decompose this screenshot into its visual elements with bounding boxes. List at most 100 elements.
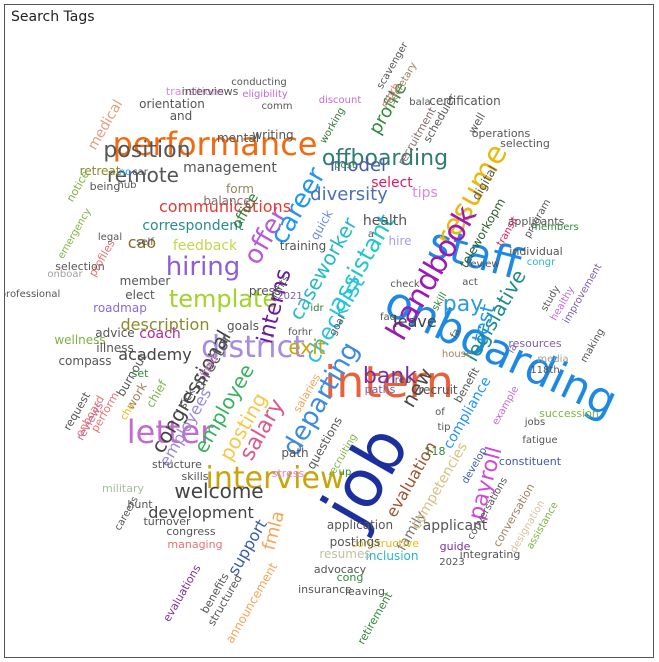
word-cloud-word: military (102, 482, 144, 495)
word-cloud-word: district (201, 330, 305, 365)
word-cloud-word: application (327, 518, 393, 532)
word-cloud-word: interviews (182, 85, 239, 98)
word-cloud-word: constructive (351, 537, 419, 550)
word-cloud-word: operations (472, 127, 531, 140)
word-cloud-word: postings (330, 535, 381, 549)
word-cloud-word: performance (113, 125, 318, 163)
word-cloud-word: orientation (139, 97, 205, 111)
word-cloud-word: health (363, 213, 407, 229)
word-cloud-word: hire (389, 234, 412, 248)
word-cloud-word: academy (118, 345, 191, 364)
word-cloud-word: fatigue (522, 435, 557, 446)
word-cloud-word: cong (337, 571, 364, 584)
word-cloud-word: 2023 (439, 557, 464, 568)
word-cloud-word: press (249, 284, 281, 298)
word-cloud-word: goals (227, 319, 259, 333)
word-cloud-word: emergency (56, 207, 94, 261)
word-cloud-word: position (103, 138, 190, 163)
word-cloud-word: resources (508, 337, 562, 350)
word-cloud-word: a (368, 229, 374, 240)
word-cloud-word: up (339, 467, 352, 478)
word-cloud-word: correspondent (142, 218, 244, 234)
word-cloud-word: rep (395, 375, 411, 386)
word-cloud-word: elect (125, 288, 155, 302)
word-cloud-word: development (148, 503, 254, 522)
word-cloud-word: letter (127, 413, 214, 451)
word-cloud-word: welcome (174, 479, 263, 503)
word-cloud-word: interview (206, 461, 345, 496)
word-cloud-word: onboar (47, 269, 83, 280)
word-cloud-word: no (119, 167, 131, 178)
word-cloud-word: resumes (319, 547, 370, 561)
word-cloud-word: hr (302, 327, 313, 338)
word-cloud-word: select (371, 175, 413, 191)
word-cloud-word: congress (166, 525, 216, 538)
word-cloud-word: insurance (298, 583, 352, 596)
word-cloud-word: intern (324, 357, 454, 408)
word-cloud-word: constituent (499, 455, 562, 468)
word-cloud-word: and (170, 109, 193, 123)
word-cloud-word: diversity (310, 184, 388, 205)
word-cloud-word: inclusion (365, 549, 418, 563)
word-cloud-word: wellness (54, 333, 105, 347)
word-cloud-word: leave (393, 312, 436, 331)
word-cloud-word: form (226, 182, 254, 196)
word-cloud-word: illness (96, 341, 134, 355)
word-cloud-word: applicant (423, 518, 488, 534)
word-cloud-word: exit (288, 335, 325, 359)
word-cloud-word: integrating (460, 548, 521, 561)
word-cloud-word: making (579, 327, 607, 365)
word-cloud-word: advice (95, 326, 134, 340)
word-cloud-word: jobs (524, 417, 545, 428)
word-cloud-word: idr (310, 303, 324, 314)
word-cloud-word: 118 (425, 445, 446, 458)
word-cloud-word: certification (429, 94, 500, 108)
word-cloud-word: tip (437, 422, 450, 433)
word-cloud-word: recruit (418, 383, 458, 397)
word-cloud-word: hunt (127, 498, 153, 511)
word-cloud-word: hub (117, 180, 136, 191)
word-cloud-word: compass (58, 354, 111, 368)
word-cloud-word: coach (139, 326, 180, 342)
word-cloud-word: house (442, 349, 472, 360)
word-cloud-word: succession (539, 407, 599, 420)
word-cloud: jobonboardinginterninterviewstaffperform… (5, 40, 625, 647)
word-cloud-word: guide (440, 540, 471, 553)
word-cloud-word: self (136, 237, 154, 248)
word-cloud-word: professional (5, 289, 60, 300)
word-cloud-word: discount (319, 95, 362, 106)
word-cloud-word: act (462, 277, 478, 288)
word-cloud-word: member (120, 274, 171, 288)
word-cloud-word: 2021 (277, 291, 302, 302)
word-cloud-word: hiring (166, 252, 241, 282)
word-cloud-word: legal (98, 232, 122, 243)
word-cloud-word: leaving (345, 585, 385, 598)
word-cloud-word: media (537, 354, 568, 365)
word-cloud-word: transitions (166, 85, 224, 98)
word-cloud-word: selection (55, 260, 104, 273)
word-cloud-word: 118th (530, 365, 559, 376)
word-cloud-word: management (183, 160, 277, 176)
word-cloud-word: managing (167, 538, 222, 551)
word-cloud-word: example (490, 384, 521, 427)
word-cloud-word: roadmap (93, 301, 147, 315)
word-cloud-word: set (132, 367, 149, 380)
word-cloud-word: feedback (173, 238, 238, 254)
word-cloud-word: mental (217, 131, 259, 145)
word-cloud-word: post (334, 160, 356, 171)
word-cloud-word: selecting (500, 137, 550, 150)
word-cloud-word: members (531, 222, 578, 233)
word-cloud-word: applicants (508, 215, 565, 228)
word-cloud-word: congr (527, 257, 556, 268)
word-cloud-word: notice (64, 168, 92, 204)
word-cloud-word: of (435, 407, 445, 418)
word-cloud-word: communications (159, 197, 291, 216)
word-cloud-word: structure (152, 458, 202, 471)
word-cloud-word: review (466, 259, 499, 270)
word-cloud-word: conducting (231, 77, 287, 88)
word-cloud-word: cao (128, 233, 156, 252)
word-cloud-word: model (330, 155, 386, 176)
word-cloud-word: faq (380, 312, 396, 323)
word-cloud-word: chief (143, 377, 170, 410)
word-cloud-word: evaluations (160, 562, 203, 624)
